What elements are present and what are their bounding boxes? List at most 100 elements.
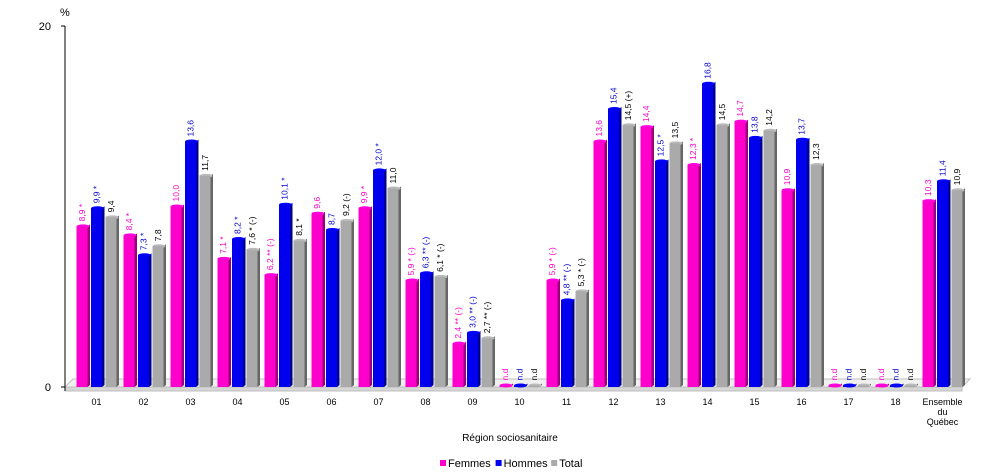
value-label: 8,7 bbox=[327, 213, 337, 225]
value-label: 7,8 bbox=[153, 229, 163, 241]
bar-side bbox=[87, 224, 90, 387]
x-axis-categories: 01 02 03 04 05 06 07 08 09 10 11 12 13 14 15 16 17 18 Ense… bbox=[91, 397, 962, 427]
x-tick-label: 12 bbox=[608, 397, 618, 407]
bar-side bbox=[792, 188, 795, 387]
value-label: 8,1 * bbox=[294, 218, 304, 236]
bar-hommes-14 bbox=[749, 137, 760, 387]
bar-femmes-1 bbox=[123, 235, 135, 387]
bar-side bbox=[680, 141, 683, 387]
x-tick-label: 03 bbox=[185, 397, 195, 407]
bar-side bbox=[134, 233, 137, 387]
bar-femmes-16 bbox=[828, 385, 840, 387]
legend-label: Femmes bbox=[448, 458, 491, 470]
bar-hommes-4 bbox=[279, 204, 290, 387]
x-tick-label: 15 bbox=[749, 397, 759, 407]
bar-hommes-7 bbox=[420, 273, 431, 387]
bar-hommes-17 bbox=[890, 385, 901, 387]
bar-side bbox=[384, 168, 387, 387]
x-tick-label: 10 bbox=[514, 397, 524, 407]
bar-side bbox=[369, 206, 372, 387]
x-tick-label: 18 bbox=[890, 397, 900, 407]
bar-side bbox=[116, 215, 119, 387]
bar-side bbox=[463, 341, 466, 387]
x-axis-title: Région sociosanitaire bbox=[462, 433, 558, 444]
value-label: 2,4 ** (-) bbox=[453, 307, 463, 339]
bar-side bbox=[933, 199, 936, 387]
value-label: 9,6 bbox=[312, 197, 322, 209]
value-label: 12,0 * bbox=[374, 142, 384, 165]
x-tick-label: 13 bbox=[655, 397, 665, 407]
bar-total-11 bbox=[622, 125, 634, 388]
bar-side bbox=[586, 289, 589, 387]
bar-side bbox=[666, 159, 669, 387]
value-labels: 8,9 * 9,9 * 9,4 8,4 * 7,3 * 7,8 10,0 13,6 11,7 7,… bbox=[77, 62, 962, 381]
legend-label: Hommes bbox=[504, 458, 549, 470]
bar-side bbox=[243, 236, 246, 387]
bar-total-18 bbox=[951, 190, 963, 387]
value-label: 12,5 * bbox=[656, 133, 666, 156]
y-axis: 0 20 bbox=[39, 21, 66, 394]
value-label: 10,9 bbox=[782, 168, 792, 185]
bar-total-1 bbox=[152, 246, 164, 387]
bar-side bbox=[149, 253, 152, 387]
y-tick-label: 20 bbox=[39, 21, 51, 33]
bar-total-7 bbox=[434, 276, 446, 387]
bar-side bbox=[416, 278, 419, 387]
bar-total-10 bbox=[575, 291, 587, 387]
bar-side bbox=[163, 244, 166, 387]
value-label: 9,4 bbox=[106, 200, 116, 212]
value-label: 11,7 bbox=[200, 155, 210, 171]
bar-side bbox=[557, 278, 560, 387]
value-label: 12,3 * bbox=[688, 137, 698, 160]
bar-total-15 bbox=[810, 164, 822, 387]
bar-femmes-4 bbox=[264, 275, 276, 387]
value-label: 11,0 bbox=[388, 167, 398, 183]
bar-hommes-10 bbox=[561, 300, 572, 387]
x-tick-label: 01 bbox=[91, 397, 101, 407]
value-label: 14,5 bbox=[717, 103, 727, 120]
value-label: 15,4 bbox=[609, 87, 619, 104]
bar-side bbox=[181, 204, 184, 387]
bars bbox=[76, 81, 965, 388]
bar-hommes-6 bbox=[373, 170, 384, 387]
bar-side bbox=[745, 119, 748, 387]
legend-swatch-femmes bbox=[440, 460, 446, 466]
value-label: 8,9 * bbox=[77, 203, 87, 221]
value-label: 13,6 bbox=[594, 120, 604, 137]
value-label: n.d bbox=[529, 368, 539, 380]
bar-total-17 bbox=[904, 385, 916, 387]
value-label: 10,9 bbox=[952, 168, 962, 185]
value-label: 6,1 * (-) bbox=[435, 243, 445, 272]
bar-femmes-17 bbox=[875, 385, 887, 387]
bar-side bbox=[572, 298, 575, 387]
bar-total-8 bbox=[481, 338, 493, 387]
value-label: 16,8 bbox=[703, 62, 713, 79]
value-label: 9,2 (-) bbox=[341, 193, 351, 216]
value-label: 13,8 bbox=[750, 116, 760, 133]
bar-side bbox=[821, 162, 824, 387]
bar-side bbox=[102, 206, 105, 387]
bar-femmes-6 bbox=[358, 208, 370, 387]
legend: Femmes Hommes Total bbox=[440, 458, 582, 470]
bar-side bbox=[337, 227, 340, 387]
bar-femmes-5 bbox=[311, 213, 323, 387]
bar-femmes-7 bbox=[405, 280, 417, 387]
bar-side bbox=[698, 162, 701, 387]
value-label: 8,2 * bbox=[233, 216, 243, 234]
x-tick-label: 06 bbox=[326, 397, 336, 407]
value-label: 9,9 * bbox=[359, 185, 369, 203]
bar-hommes-0 bbox=[91, 208, 102, 387]
value-label: n.d bbox=[844, 368, 854, 380]
x-tick-label: 11 bbox=[562, 397, 571, 407]
bar-side bbox=[604, 139, 607, 387]
bar-side bbox=[651, 125, 654, 387]
bar-total-2 bbox=[199, 175, 211, 387]
value-label: 7,1 * bbox=[218, 236, 228, 254]
value-label: 14,7 bbox=[735, 100, 745, 117]
value-label: n.d bbox=[876, 368, 886, 380]
bar-femmes-15 bbox=[781, 190, 793, 387]
bar-side bbox=[619, 107, 622, 387]
x-tick-label: 02 bbox=[138, 397, 148, 407]
value-label: 10,1 * bbox=[280, 177, 290, 200]
